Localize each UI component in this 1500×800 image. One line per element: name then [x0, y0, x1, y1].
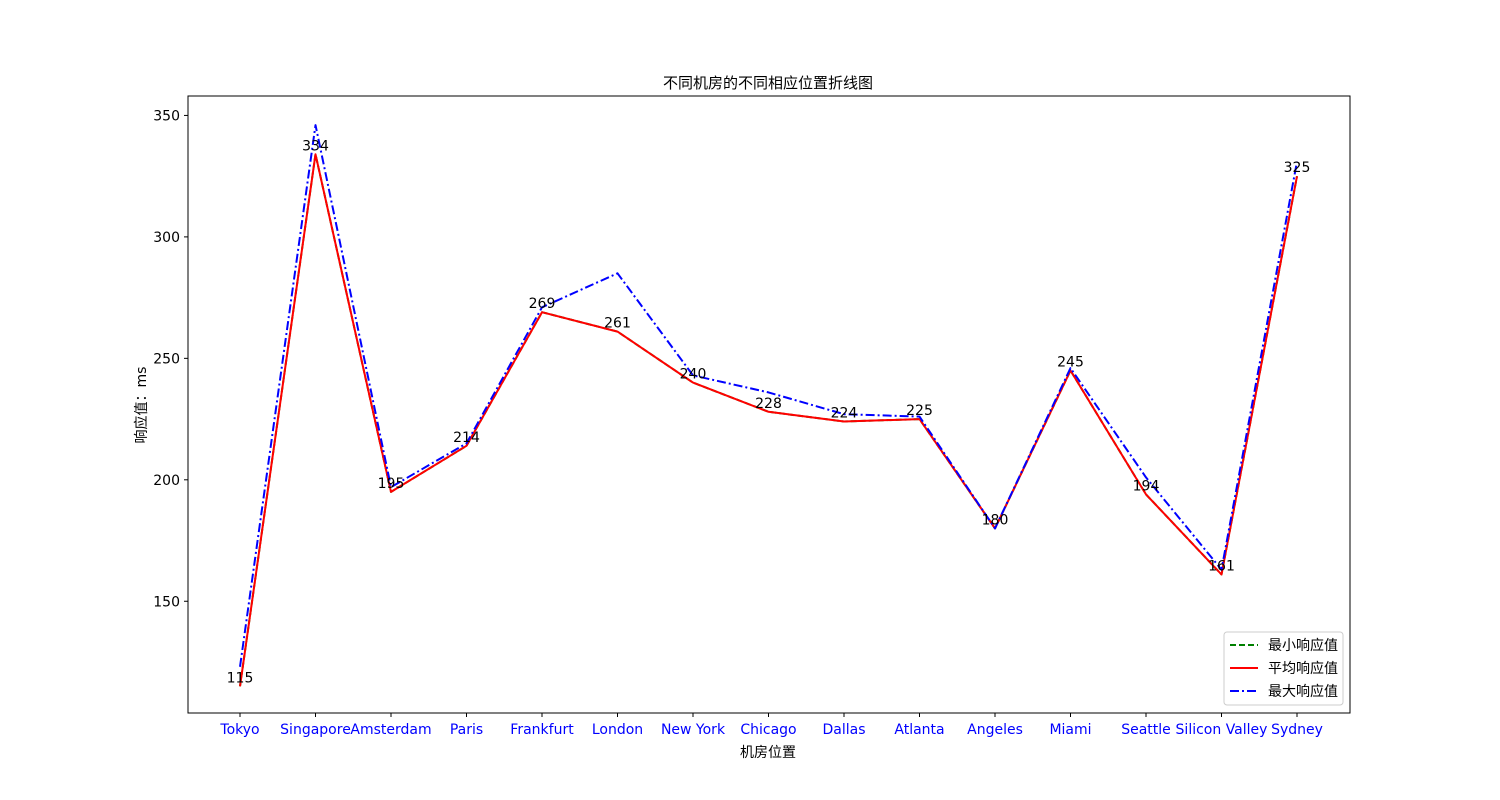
data-label: 194	[1133, 478, 1160, 494]
data-label: 269	[529, 296, 556, 312]
x-tick-label: Dallas	[822, 722, 865, 738]
x-axis-label: 机房位置	[740, 745, 796, 761]
data-label: 261	[604, 316, 631, 332]
y-tick-label: 150	[153, 594, 180, 610]
data-label: 245	[1057, 354, 1084, 370]
x-tick-label: Silicon Valley	[1176, 722, 1268, 738]
y-tick-label: 350	[153, 108, 180, 124]
x-tick-label: New York	[661, 722, 726, 738]
x-tick-label: Miami	[1049, 722, 1091, 738]
x-tick-label: Angeles	[967, 722, 1023, 738]
data-label: 195	[378, 476, 405, 492]
x-tick-label: Sydney	[1271, 722, 1323, 738]
series-lines	[239, 124, 1298, 687]
y-tick-label: 200	[153, 473, 180, 489]
data-label: 180	[982, 512, 1009, 528]
chart-title: 不同机房的不同相应位置折线图	[663, 74, 873, 92]
x-axis: Tokyo Singapore Amsterdam Paris Frankfurt Lon…	[219, 713, 1323, 738]
x-tick-label: Singapore	[280, 722, 351, 738]
series-line	[239, 153, 1298, 687]
data-label: 228	[755, 396, 782, 412]
data-label: 240	[680, 367, 707, 383]
y-tick-label: 300	[153, 230, 180, 246]
data-label: 224	[831, 406, 858, 422]
x-tick-label: Tokyo	[219, 722, 259, 738]
series-line	[239, 153, 1298, 687]
x-tick-label: London	[592, 722, 643, 738]
x-tick-label: Amsterdam	[350, 722, 431, 738]
x-tick-label: Chicago	[740, 722, 796, 738]
y-tick-label: 250	[153, 351, 180, 367]
legend-label: 最小响应值	[1268, 637, 1338, 654]
data-label: 225	[906, 403, 933, 419]
legend-label: 最大响应值	[1268, 683, 1338, 700]
y-axis-label: 响应值：ms	[133, 367, 150, 444]
y-axis: 150 200 250 300 350	[153, 108, 188, 610]
data-label: 334	[302, 138, 329, 154]
series-line	[239, 124, 1298, 667]
data-label: 161	[1208, 559, 1235, 575]
x-tick-label: Paris	[450, 722, 483, 738]
x-tick-label: Seattle	[1121, 722, 1171, 738]
x-tick-label: Atlanta	[894, 722, 944, 738]
data-label: 115	[227, 670, 254, 686]
x-tick-label: Frankfurt	[510, 722, 574, 738]
data-label: 214	[453, 430, 480, 446]
data-labels: 115 334 195 214 269 261 240 228 224 225 180 245 194 1…	[227, 138, 1311, 686]
legend-box	[1223, 631, 1344, 706]
data-label: 325	[1284, 160, 1311, 176]
legend-label: 平均响应值	[1268, 660, 1338, 677]
